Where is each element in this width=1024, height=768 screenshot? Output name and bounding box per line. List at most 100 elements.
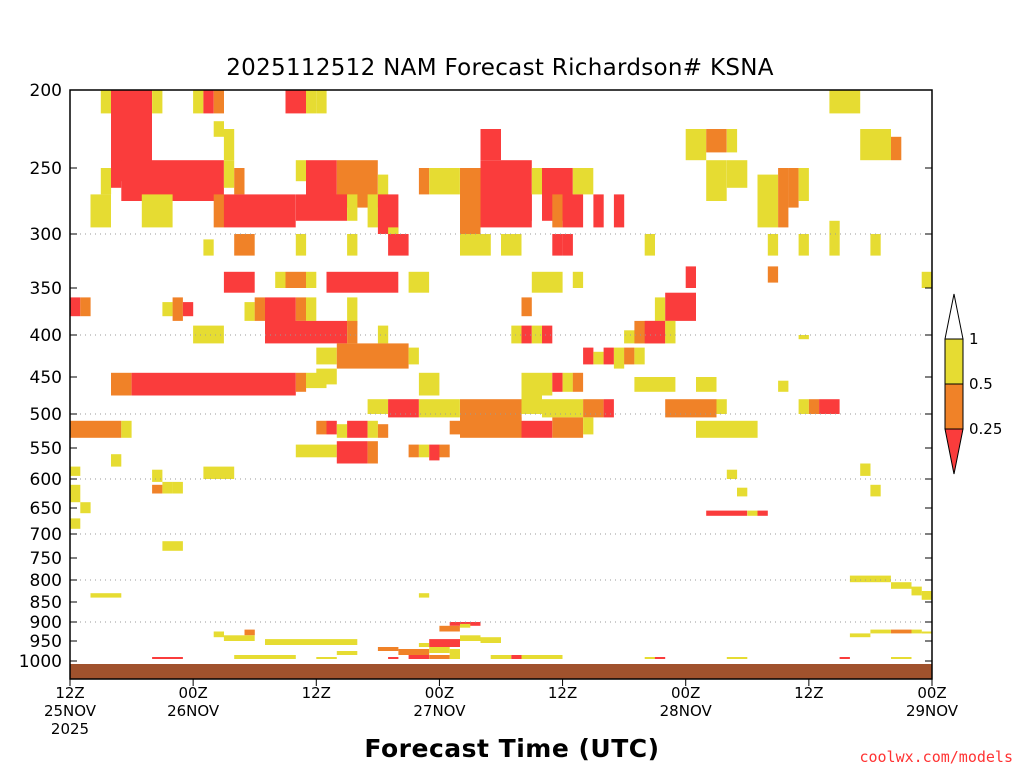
- heatmap-cell: [644, 657, 655, 659]
- heatmap-cell: [316, 347, 337, 365]
- heatmap-cell: [521, 325, 532, 344]
- heatmap-cell: [408, 271, 430, 293]
- heatmap-cell: [613, 347, 625, 369]
- heatmap-cell: [111, 454, 122, 467]
- heatmap-cell: [295, 297, 307, 321]
- heatmap-cell: [685, 129, 707, 161]
- heatmap-cell: [921, 591, 932, 600]
- heatmap-cell: [295, 234, 307, 256]
- heatmap-cell: [111, 113, 132, 161]
- y-tick-label: 700: [30, 525, 62, 545]
- x-tick-label: 00Z: [671, 684, 700, 702]
- y-tick-label: 750: [30, 549, 62, 569]
- heatmap-cell: [552, 194, 563, 228]
- heatmap-cell: [757, 510, 768, 516]
- heatmap-cell: [347, 194, 358, 221]
- heatmap-cell: [223, 194, 296, 228]
- heatmap-cell: [223, 160, 235, 188]
- heatmap-cell: [193, 325, 224, 344]
- heatmap-cell: [223, 271, 255, 293]
- heatmap-cell: [111, 160, 122, 188]
- heatmap-cell: [388, 234, 409, 256]
- heatmap-cell: [90, 593, 122, 598]
- heatmap-cell: [408, 655, 430, 659]
- heatmap-cell: [203, 239, 214, 256]
- heatmap-cell: [870, 629, 891, 634]
- heatmap-cell: [706, 160, 727, 201]
- heatmap-cell: [152, 469, 163, 482]
- heatmap-cell: [737, 487, 748, 497]
- y-tick-label: 600: [30, 470, 62, 490]
- y-tick-label: 400: [30, 326, 62, 346]
- x-tick-label: 29NOV: [906, 702, 959, 720]
- heatmap-cell: [429, 444, 440, 461]
- heatmap-cell: [562, 194, 584, 228]
- heatmap-cell: [860, 463, 871, 476]
- heatmap-cell: [377, 424, 389, 438]
- heatmap-cell: [336, 441, 368, 464]
- x-tick-label: 27NOV: [413, 702, 466, 720]
- heatmap-cell: [572, 168, 594, 195]
- x-tick-label: 28NOV: [660, 702, 713, 720]
- heatmap-cell: [152, 484, 163, 494]
- heatmap-cell: [911, 586, 922, 596]
- legend-swatch-over-1: [944, 293, 964, 340]
- heatmap-cell: [849, 575, 891, 583]
- heatmap-cell: [162, 541, 183, 551]
- heatmap-cell: [449, 655, 460, 659]
- heatmap-cell: [562, 234, 573, 256]
- heatmap-cell: [613, 194, 625, 228]
- heatmap-cell: [326, 160, 337, 201]
- heatmap-cell: [306, 271, 317, 288]
- legend-swatch-under-0.25: [944, 428, 964, 475]
- heatmap-cell: [829, 234, 840, 256]
- heatmap-cell: [316, 90, 327, 114]
- heatmap-cell: [388, 399, 419, 418]
- y-tick-label: 300: [30, 225, 62, 245]
- x-axis-label: Forecast Time (UTC): [364, 734, 659, 763]
- heatmap-cell: [429, 639, 460, 647]
- heatmap-cell: [316, 657, 337, 659]
- heatmap-cell: [213, 631, 224, 638]
- heatmap-cell: [870, 484, 881, 497]
- heatmap-cell: [593, 194, 604, 228]
- heatmap-cell: [408, 347, 419, 365]
- heatmap-cell: [439, 444, 450, 458]
- heatmap-cell: [778, 168, 789, 228]
- heatmap-cell: [706, 129, 727, 153]
- heatmap-cell: [716, 399, 727, 414]
- heatmap-cell: [439, 625, 460, 632]
- heatmap-cell: [203, 466, 235, 479]
- y-tick-label: 250: [30, 159, 62, 179]
- heatmap-cell: [377, 174, 389, 201]
- y-axis-ticks: 200 250 300 350 400 450 500 550 600 650 700 7508008…: [19, 81, 932, 672]
- heatmap-cell: [521, 395, 542, 414]
- heatmap-cell: [306, 297, 317, 321]
- heatmap-cell: [593, 351, 604, 365]
- heatmap-cell: [521, 297, 532, 317]
- heatmap-cell: [388, 227, 399, 240]
- heatmap-cell: [418, 372, 440, 396]
- heatmap-cell: [418, 444, 430, 458]
- y-tick-label: 650: [30, 499, 62, 519]
- heatmap-cell: [726, 469, 738, 479]
- chart-title: 2025112512 NAM Forecast Richardson# KSNA: [226, 55, 774, 81]
- x-tick-label: 25NOV: [44, 702, 97, 720]
- credit-text: coolwx.com/models: [859, 748, 1013, 766]
- heatmap-cell: [285, 271, 306, 288]
- legend: 1 0.5 0.25: [944, 293, 1002, 475]
- legend-label: 0.25: [969, 420, 1002, 438]
- y-tick-label: 350: [30, 279, 62, 299]
- heatmap-cell: [829, 220, 840, 234]
- heatmap-cell: [665, 320, 676, 344]
- heatmap-cell: [685, 266, 696, 288]
- heatmap-cell: [234, 234, 255, 256]
- heatmap-cell: [870, 234, 881, 256]
- heatmap-cell: [521, 372, 553, 396]
- heatmap-cell: [90, 194, 111, 228]
- heatmap-cell: [634, 347, 645, 365]
- heatmap-cell: [306, 90, 317, 114]
- heatmap-cell: [326, 420, 337, 435]
- heatmap-cell: [552, 372, 563, 392]
- heatmap-cell: [460, 417, 522, 438]
